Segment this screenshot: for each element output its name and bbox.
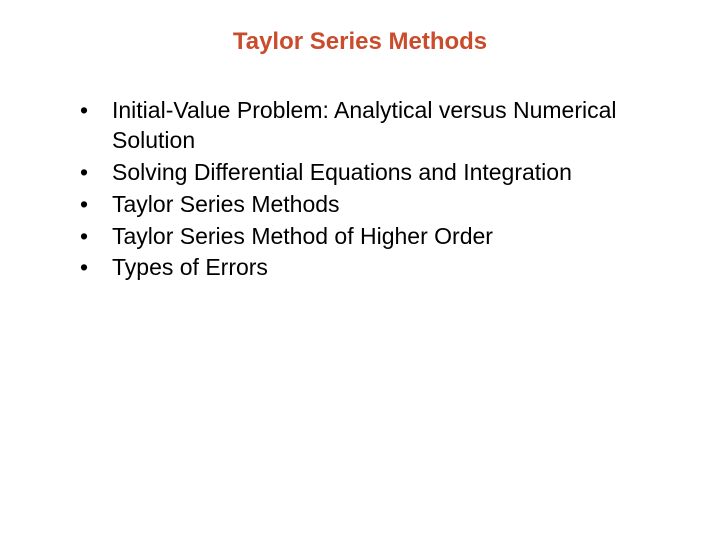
list-item: Taylor Series Method of Higher Order (80, 222, 670, 252)
list-item: Types of Errors (80, 253, 670, 283)
list-item: Solving Differential Equations and Integ… (80, 158, 670, 188)
bullet-list: Initial-Value Problem: Analytical versus… (50, 96, 670, 283)
list-item: Initial-Value Problem: Analytical versus… (80, 96, 670, 156)
slide-title: Taylor Series Methods (50, 28, 670, 56)
list-item: Taylor Series Methods (80, 190, 670, 220)
